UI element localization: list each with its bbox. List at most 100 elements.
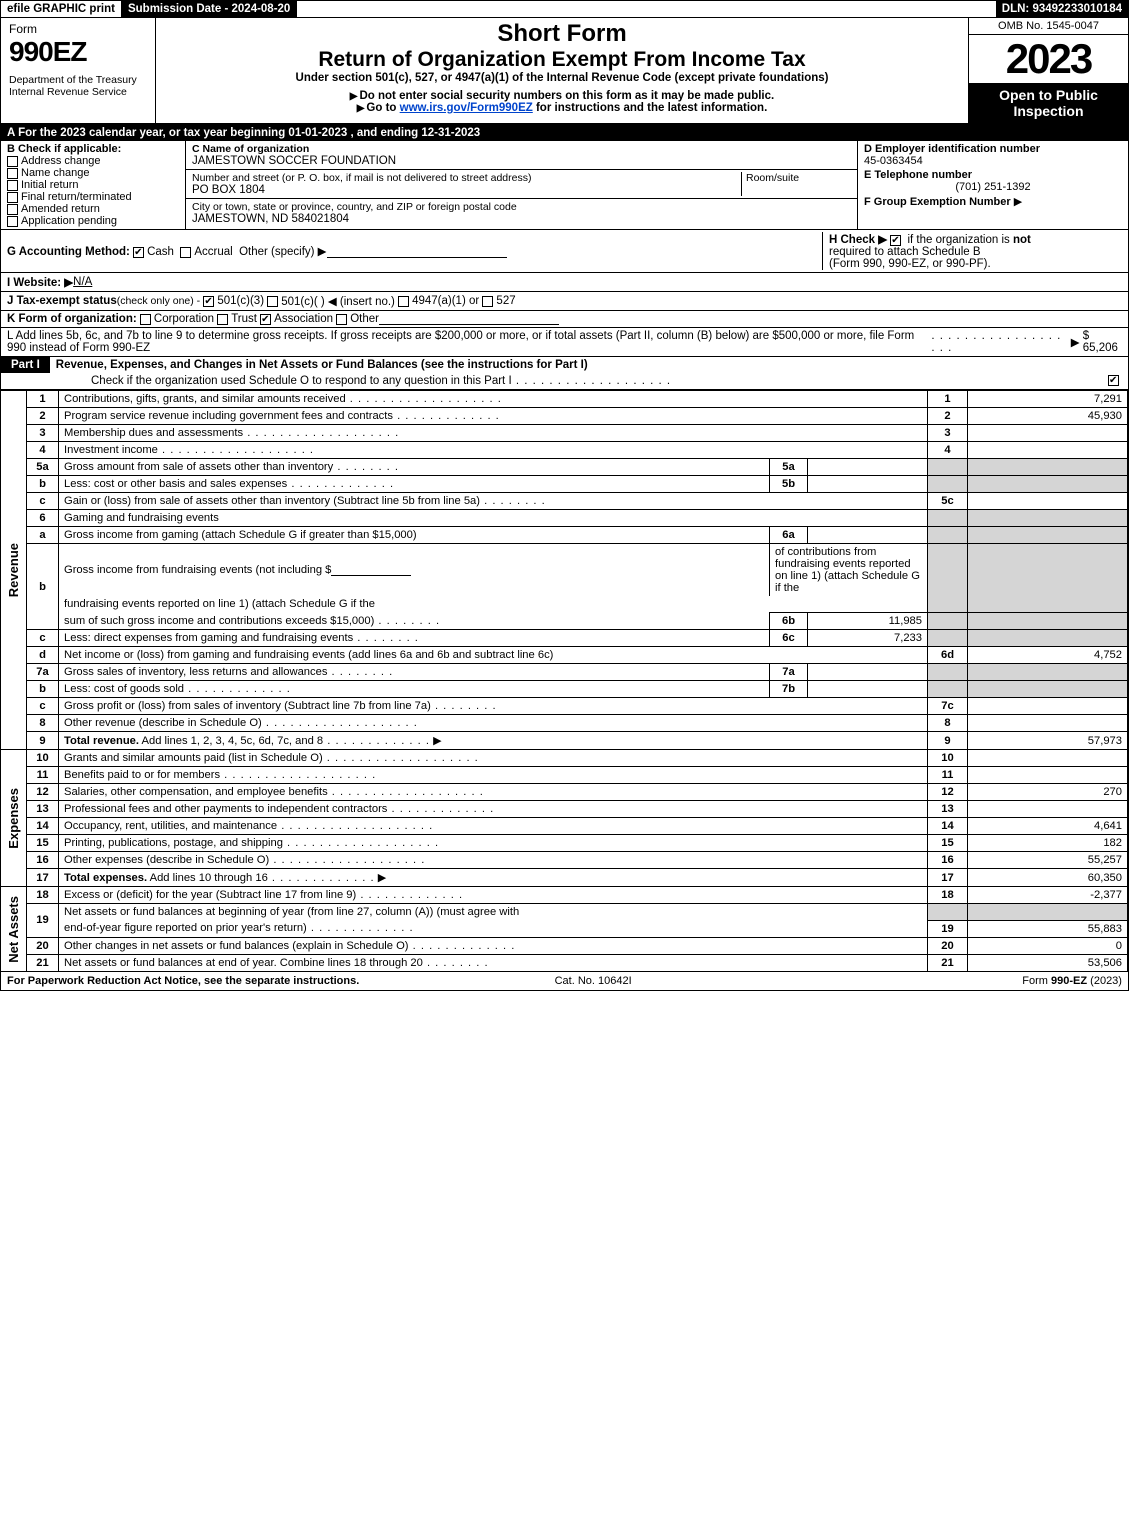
- title-short-form: Short Form: [164, 20, 960, 48]
- line-19-desc1: Net assets or fund balances at beginning…: [59, 904, 928, 921]
- line-6b-d1: Gross income from fundraising events (no…: [64, 564, 331, 576]
- j-o2: 501(c)( ) ◀ (insert no.): [281, 294, 395, 308]
- line-12: 12 Salaries, other compensation, and emp…: [1, 784, 1128, 801]
- line-19b: end-of-year figure reported on prior yea…: [1, 920, 1128, 937]
- e-label: E Telephone number: [864, 169, 1122, 181]
- line-6-desc: Gaming and fundraising events: [59, 510, 928, 527]
- checkbox-h[interactable]: [890, 235, 901, 246]
- line-13: 13 Professional fees and other payments …: [1, 801, 1128, 818]
- line-8-amt: [968, 715, 1128, 732]
- checkbox-initial-return[interactable]: [7, 180, 18, 191]
- checkbox-4947[interactable]: [398, 296, 409, 307]
- checkbox-other-org[interactable]: [336, 314, 347, 325]
- checkbox-accrual[interactable]: [180, 247, 191, 258]
- line-19-desc2: end-of-year figure reported on prior yea…: [64, 922, 414, 934]
- b-item-3: Final return/terminated: [21, 191, 132, 203]
- line-6c: c Less: direct expenses from gaming and …: [1, 630, 1128, 647]
- header-right: OMB No. 1545-0047 2023 Open to Public In…: [968, 18, 1128, 123]
- line-7a: 7a Gross sales of inventory, less return…: [1, 664, 1128, 681]
- dept-irs: Internal Revenue Service: [9, 86, 147, 98]
- checkbox-trust[interactable]: [217, 314, 228, 325]
- checkbox-527[interactable]: [482, 296, 493, 307]
- line-6a: a Gross income from gaming (attach Sched…: [1, 527, 1128, 544]
- line-6b-d2: fundraising events reported on line 1) (…: [59, 596, 928, 613]
- b-item-0: Address change: [21, 155, 101, 167]
- footer-right-pre: Form: [1022, 975, 1051, 987]
- line-14-desc: Occupancy, rent, utilities, and maintena…: [64, 820, 433, 832]
- line-19a: 19 Net assets or fund balances at beginn…: [1, 904, 1128, 921]
- omb-number: OMB No. 1545-0047: [969, 18, 1128, 35]
- g-label: G Accounting Method:: [7, 246, 130, 258]
- line-14-amt: 4,641: [968, 818, 1128, 835]
- line-6d-desc: Net income or (loss) from gaming and fun…: [59, 647, 928, 664]
- line-6b-d3: sum of such gross income and contributio…: [64, 615, 440, 627]
- checkbox-application-pending[interactable]: [7, 216, 18, 227]
- line-10: Expenses 10 Grants and similar amounts p…: [1, 750, 1128, 767]
- c-city-label: City or town, state or province, country…: [192, 201, 851, 213]
- g-other-line: [327, 246, 507, 258]
- row-gh: G Accounting Method: Cash Accrual Other …: [1, 230, 1128, 273]
- j-o1: 501(c)(3): [217, 295, 264, 307]
- checkbox-corporation[interactable]: [140, 314, 151, 325]
- col-def: D Employer identification number 45-0363…: [858, 141, 1128, 229]
- line-5a-sv: [808, 459, 928, 476]
- line-5b: b Less: cost or other basis and sales ex…: [1, 476, 1128, 493]
- irs-link[interactable]: www.irs.gov/Form990EZ: [400, 102, 533, 114]
- b-item-5: Application pending: [21, 215, 117, 227]
- org-city: JAMESTOWN, ND 584021804: [192, 213, 851, 225]
- subtitle: Under section 501(c), 527, or 4947(a)(1)…: [164, 72, 960, 84]
- line-5b-desc: Less: cost or other basis and sales expe…: [64, 478, 394, 490]
- b-item-4: Amended return: [21, 203, 100, 215]
- part1-check-note: Check if the organization used Schedule …: [91, 375, 671, 387]
- line-5c-amt: [968, 493, 1128, 510]
- checkbox-501c[interactable]: [267, 296, 278, 307]
- header-mid: Short Form Return of Organization Exempt…: [156, 18, 968, 123]
- checkbox-schedule-o[interactable]: [1108, 375, 1119, 386]
- footer-right-post: (2023): [1087, 975, 1122, 987]
- checkbox-amended-return[interactable]: [7, 204, 18, 215]
- line-6a-desc: Gross income from gaming (attach Schedul…: [59, 527, 770, 544]
- checkbox-501c3[interactable]: [203, 296, 214, 307]
- line-11-amt: [968, 767, 1128, 784]
- part1-header: Part I Revenue, Expenses, and Changes in…: [1, 357, 1128, 390]
- line-6a-sv: [808, 527, 928, 544]
- row-a: A For the 2023 calendar year, or tax yea…: [1, 125, 1128, 141]
- note-ssn: Do not enter social security numbers on …: [359, 90, 774, 102]
- i-label: I Website: ▶: [7, 275, 73, 289]
- line-20: 20 Other changes in net assets or fund b…: [1, 937, 1128, 954]
- checkbox-association[interactable]: [260, 314, 271, 325]
- checkbox-cash[interactable]: [133, 247, 144, 258]
- h-text1: if the organization is: [907, 234, 1012, 246]
- section-bcdef: B Check if applicable: Address change Na…: [1, 141, 1128, 230]
- line-6d-amt: 4,752: [968, 647, 1128, 664]
- line-6b-d2-tail: of contributions from fundraising events…: [770, 544, 928, 597]
- line-2-desc: Program service revenue including govern…: [64, 410, 500, 422]
- line-7b-desc: Less: cost of goods sold: [64, 683, 291, 695]
- line-11-desc: Benefits paid to or for members: [64, 769, 376, 781]
- line-3-desc: Membership dues and assessments: [64, 427, 399, 439]
- line-7c-amt: [968, 698, 1128, 715]
- line-18-desc: Excess or (deficit) for the year (Subtra…: [64, 889, 463, 901]
- line-20-desc: Other changes in net assets or fund bala…: [64, 940, 515, 952]
- line-6b-1: b Gross income from fundraising events (…: [1, 544, 1128, 597]
- h-text2: required to attach Schedule B: [829, 246, 1122, 258]
- form-label: Form: [9, 22, 147, 36]
- org-name: JAMESTOWN SOCCER FOUNDATION: [192, 155, 851, 167]
- website: N/A: [73, 276, 473, 288]
- k-o1: Corporation: [154, 313, 214, 325]
- line-1-amt: 7,291: [968, 391, 1128, 408]
- checkbox-name-change[interactable]: [7, 168, 18, 179]
- efile-label: efile GRAPHIC print: [1, 1, 122, 17]
- checkbox-final-return[interactable]: [7, 192, 18, 203]
- j-o3: 4947(a)(1) or: [412, 295, 479, 307]
- k-o2: Trust: [231, 313, 257, 325]
- line-13-desc: Professional fees and other payments to …: [64, 803, 494, 815]
- line-9-amt: 57,973: [968, 732, 1128, 750]
- line-19-amt: 55,883: [968, 920, 1128, 937]
- line-6c-sv: 7,233: [808, 630, 928, 647]
- checkbox-address-change[interactable]: [7, 156, 18, 167]
- form-container: efile GRAPHIC print Submission Date - 20…: [0, 0, 1129, 991]
- side-revenue: Revenue: [6, 543, 21, 597]
- submission-date: Submission Date - 2024-08-20: [122, 1, 297, 17]
- line-21: 21 Net assets or fund balances at end of…: [1, 954, 1128, 971]
